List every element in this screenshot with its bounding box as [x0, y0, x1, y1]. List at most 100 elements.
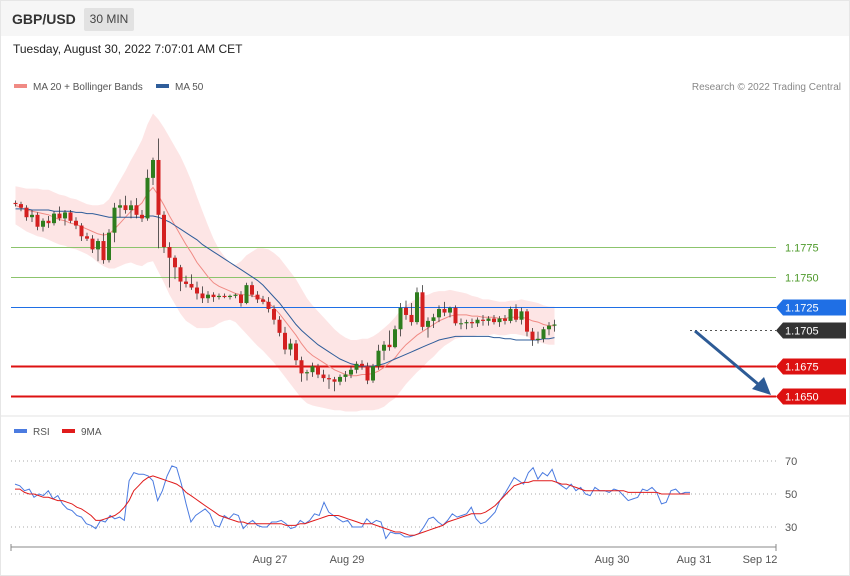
candle-body — [156, 159, 161, 215]
candle — [189, 274, 194, 290]
candle-body — [288, 343, 293, 350]
candle — [52, 211, 56, 226]
candle — [387, 330, 392, 351]
candle-body — [184, 281, 188, 284]
candle — [492, 314, 496, 325]
candle-body — [360, 363, 364, 367]
rsi-ma-line — [15, 475, 690, 536]
x-label-aug31: Aug 31 — [677, 554, 712, 566]
candle-body — [442, 308, 447, 313]
candle — [470, 318, 474, 329]
candle — [382, 341, 386, 361]
candle-body — [459, 323, 463, 325]
candle-body — [283, 332, 287, 350]
candle-body — [13, 202, 18, 205]
candle — [162, 211, 166, 253]
candle — [409, 303, 414, 326]
level-badge-1.1675 — [776, 358, 846, 375]
candle — [426, 317, 430, 338]
timeframe-button[interactable]: 30 MIN — [84, 8, 134, 31]
level-label-1.1725: 1.1725 — [785, 303, 819, 315]
candle — [486, 316, 491, 326]
candle — [30, 210, 34, 222]
datetime-label: Tuesday, August 30, 2022 7:07:01 AM CET — [13, 42, 243, 56]
candle — [123, 195, 128, 214]
candle — [233, 293, 238, 299]
candle-body — [448, 307, 452, 313]
level-labels-layer: 1.1775 1.1750 1.1725 1.1705 1.1675 1.1650 — [776, 243, 846, 405]
candle-body — [79, 225, 84, 237]
symbol-label: GBP/USD — [12, 11, 76, 27]
candle-body — [338, 376, 342, 382]
candle-body — [277, 319, 282, 333]
candle-body — [541, 329, 546, 339]
candle — [365, 362, 370, 385]
candle-body — [233, 294, 238, 296]
candle — [112, 202, 117, 243]
candle-body — [497, 318, 502, 323]
level-label-1.1705: 1.1705 — [785, 326, 819, 338]
candle — [519, 307, 524, 325]
rsi-ma-legend-label: 9MA — [81, 427, 102, 438]
ma20-line — [15, 186, 555, 377]
candle — [464, 319, 469, 330]
candle-body — [343, 374, 348, 377]
level-label-1.1750: 1.1750 — [785, 273, 819, 285]
rsi-lines-layer — [14, 465, 690, 540]
candle — [68, 210, 73, 224]
bollinger-band — [15, 113, 555, 412]
candle — [360, 360, 364, 370]
candle — [536, 331, 540, 344]
candle-body — [437, 308, 441, 318]
candle-body — [272, 308, 276, 320]
candle — [63, 210, 67, 226]
rsi-ma-legend-swatch — [62, 429, 75, 433]
candle — [525, 308, 529, 337]
candle — [239, 291, 243, 307]
candle — [376, 344, 381, 370]
candle-body — [129, 205, 133, 211]
candle-body — [508, 308, 513, 321]
candle-body — [90, 238, 95, 250]
candle-body — [492, 318, 496, 323]
candle — [530, 328, 535, 346]
candle — [299, 356, 304, 382]
candle-body — [74, 220, 78, 226]
candle-body — [35, 214, 40, 227]
candle — [453, 305, 458, 326]
candle-body — [107, 232, 111, 261]
candle — [448, 306, 452, 318]
candle — [503, 314, 507, 325]
candle-body — [453, 307, 458, 324]
candle-body — [123, 205, 128, 211]
candle-body — [376, 350, 381, 367]
candle — [118, 199, 122, 218]
candle-body — [134, 205, 139, 215]
candle-body — [211, 294, 216, 298]
candle — [96, 238, 100, 262]
candle — [294, 339, 298, 366]
credit-label: Research © 2022 Trading Central — [692, 82, 841, 93]
candle-body — [228, 295, 232, 298]
candle-body — [327, 378, 331, 380]
candle-body — [250, 285, 254, 295]
candle — [310, 362, 315, 377]
ma50-line — [15, 208, 555, 367]
candle — [283, 326, 287, 355]
candle-body — [409, 314, 414, 323]
candle-body — [222, 295, 227, 298]
rsi-tick-70: 70 — [785, 456, 797, 468]
candle — [211, 292, 216, 302]
candle — [13, 200, 18, 207]
candle — [514, 304, 518, 323]
candle-body — [552, 324, 557, 326]
rsi-tick-50: 50 — [785, 489, 797, 501]
candle-body — [195, 287, 199, 294]
candle-body — [349, 369, 353, 375]
candle-body — [112, 207, 117, 233]
candle — [305, 369, 309, 381]
candle — [437, 305, 441, 323]
candle-body — [217, 295, 221, 298]
candle — [107, 229, 111, 263]
candle — [255, 291, 260, 304]
